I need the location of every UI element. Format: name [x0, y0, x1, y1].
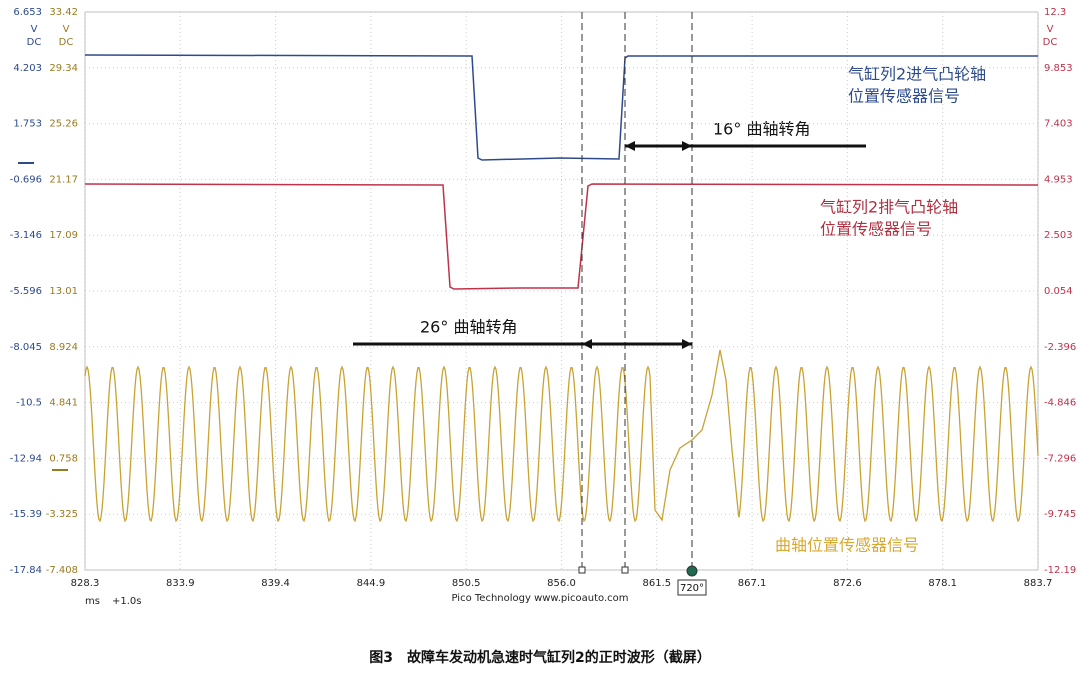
unit: V [31, 24, 38, 35]
unit: DC [1043, 37, 1058, 48]
marker-box [677, 579, 707, 596]
annotation: 16° 曲轴转角 [713, 120, 810, 139]
footer: Pico Technology www.picoauto.com [452, 593, 629, 604]
y-tick-label: 9.853 [1044, 63, 1073, 74]
marker-label: 720° [680, 583, 704, 594]
y-tick-label: 8.924 [49, 342, 78, 353]
y-tick-label: -2.396 [1044, 342, 1076, 353]
annotation: 位置传感器信号 [848, 87, 960, 106]
y-tick-label: -17.84 [10, 565, 42, 576]
x-tick-label: 861.5 [642, 578, 671, 589]
cursor-handle [578, 566, 586, 574]
unit: V [1047, 24, 1054, 35]
y-tick-label: 4.953 [1044, 174, 1073, 185]
y-tick-label: 0.758 [49, 453, 78, 464]
y-tick-label: 7.403 [1044, 119, 1073, 130]
x-tick-label: 850.5 [452, 578, 481, 589]
y-tick-label: 17.09 [49, 230, 78, 241]
y-tick-label: 33.42 [49, 7, 78, 18]
x-tick-label: 844.9 [357, 578, 386, 589]
y-tick-label: -9.745 [1044, 509, 1076, 520]
y-tick-label: -12.94 [10, 453, 42, 464]
annotation: 26° 曲轴转角 [420, 318, 517, 337]
annotation: 气缸列2排气凸轮轴 [820, 198, 958, 217]
y-tick-label: 4.841 [49, 398, 78, 409]
annotation: 气缸列2进气凸轮轴 [848, 65, 986, 84]
y-tick-label: 12.3 [1044, 7, 1066, 18]
y-tick-label: -12.19 [1044, 565, 1076, 576]
x-tick-label: 856.0 [547, 578, 576, 589]
y-tick-label: 0.054 [1044, 286, 1073, 297]
x-tick-label: 828.3 [71, 578, 100, 589]
x-unit: ms [85, 596, 100, 607]
unit: DC [27, 37, 42, 48]
y-tick-label: -3.325 [46, 509, 78, 520]
y-tick-label: -10.5 [16, 398, 42, 409]
y-tick-label: 6.653 [13, 7, 42, 18]
x-offset: +1.0s [112, 596, 142, 607]
y-tick-label: 21.17 [49, 174, 78, 185]
intake-signal [84, 54, 1038, 161]
x-tick-label: 867.1 [738, 578, 767, 589]
x-tick-label: 872.6 [833, 578, 862, 589]
y-tick-label: -15.39 [10, 509, 42, 520]
unit: DC [59, 37, 74, 48]
cursor-handle [621, 566, 629, 574]
y-tick-label: -7.296 [1044, 453, 1076, 464]
x-tick-label: 883.7 [1024, 578, 1053, 589]
y-tick-label: 2.503 [1044, 230, 1073, 241]
y-tick-label: -4.846 [1044, 398, 1076, 409]
y-tick-label: -8.045 [10, 342, 42, 353]
y-tick-label: -5.596 [10, 286, 42, 297]
unit: V [63, 24, 70, 35]
crank-signal [84, 349, 1039, 523]
x-tick-label: 839.4 [261, 578, 290, 589]
y-tick-label: 29.34 [49, 63, 78, 74]
y-tick-label: 25.26 [49, 119, 78, 130]
y-tick-label: -7.408 [46, 565, 78, 576]
y-tick-label: -3.146 [10, 230, 42, 241]
y-tick-label: 1.753 [13, 119, 42, 130]
x-tick-label: 833.9 [166, 578, 195, 589]
x-tick-label: 878.1 [928, 578, 957, 589]
y-tick-label: -0.696 [10, 174, 42, 185]
marker-dot [686, 565, 698, 577]
annotation: 位置传感器信号 [820, 220, 932, 239]
y-tick-label: 13.01 [49, 286, 78, 297]
exhaust-signal [84, 183, 1039, 290]
y-tick-label: 4.203 [13, 63, 42, 74]
caption: 图3 故障车发动机急速时气缸列2的正时波形（截屏） [369, 649, 710, 666]
